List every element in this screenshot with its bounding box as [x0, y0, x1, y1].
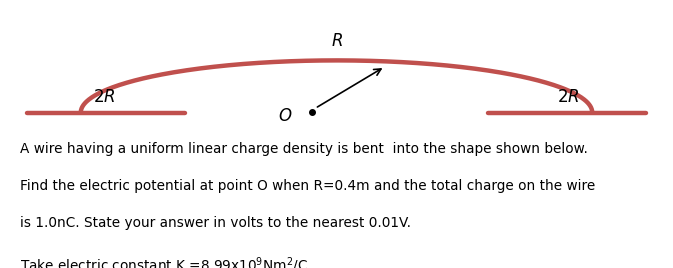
Text: $2R$: $2R$ — [93, 88, 116, 106]
Text: $R$: $R$ — [330, 32, 343, 50]
Text: $2R$: $2R$ — [557, 88, 580, 106]
Text: is 1.0nC. State your answer in volts to the nearest 0.01V.: is 1.0nC. State your answer in volts to … — [20, 216, 411, 230]
Text: $O$: $O$ — [279, 107, 293, 125]
Text: Find the electric potential at point O when R=0.4m and the total charge on the w: Find the electric potential at point O w… — [20, 179, 596, 193]
Text: A wire having a uniform linear charge density is bent  into the shape shown belo: A wire having a uniform linear charge de… — [20, 143, 588, 157]
Text: Take electric constant K =8.99x10$^9$Nm$^2$/C: Take electric constant K =8.99x10$^9$Nm$… — [20, 255, 308, 268]
